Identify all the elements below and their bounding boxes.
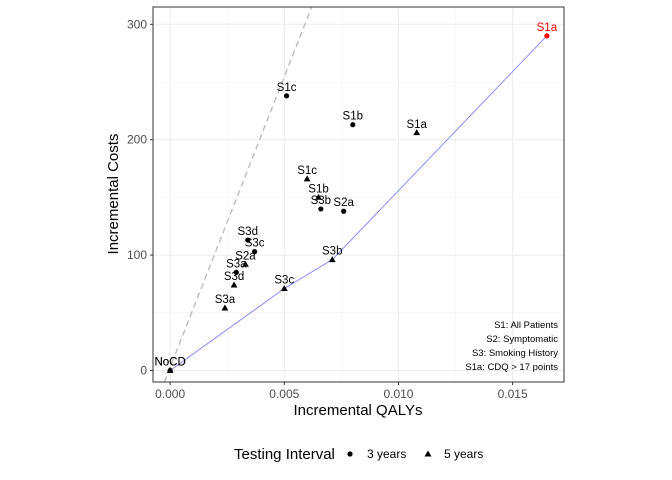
legend: Testing Interval 3 years 5 years: [234, 446, 483, 463]
legend-title: Testing Interval: [234, 446, 335, 463]
label-point-5y-s1c: S1c: [297, 165, 317, 177]
x-axis-ticks: 0.000 0.005 0.010 0.015: [155, 382, 528, 401]
annotation-line: S3: Smoking History: [472, 348, 558, 359]
point-3y-s3c: [252, 249, 258, 255]
label-point-3y-s1b: S1b: [343, 111, 363, 123]
plot-panel: [152, 6, 565, 383]
legend-label-5-years: 5 years: [444, 447, 483, 461]
y-axis-title: Incremental Costs: [105, 134, 122, 255]
frontier-line: [169, 35, 548, 371]
annotation-line: S1a: CDQ > 17 points: [465, 362, 558, 373]
label-point-3y-s1a: S1a: [537, 22, 558, 34]
annotation-box: S1: All Patients S2: Symptomatic S3: Smoki…: [465, 320, 558, 373]
threshold-line: [163, 6, 313, 383]
point-labels: NoCDS1cS1bS2aS3bS3dS3cS3aS1aNoCDS1aS1cS1…: [154, 22, 557, 369]
y-tick-label: 200: [127, 133, 147, 147]
point-5y-s1c: [303, 175, 311, 182]
point-3y-s1b: [350, 122, 356, 128]
label-point-3y-s3d: S3d: [238, 226, 258, 238]
point-3y-s3a: [233, 269, 239, 275]
legend-key-5-years: [424, 450, 432, 457]
grid-minor: [153, 7, 564, 382]
data-points: [166, 33, 550, 374]
point-3y-s3b: [318, 206, 324, 212]
label-point-3y-s2a: S2a: [333, 197, 354, 209]
legend-key-3-years: [347, 451, 353, 457]
label-point-5y-s3c: S3c: [274, 275, 294, 287]
label-point-5y-s2a: S2a: [235, 250, 256, 262]
label-point-3y-nocd: NoCD: [154, 356, 185, 368]
point-5y-s3a: [221, 304, 229, 311]
label-point-5y-s3a: S3a: [215, 294, 236, 306]
point-5y-s3c: [280, 284, 288, 291]
label-point-5y-s3b: S3b: [322, 246, 342, 258]
x-tick-label: 0.005: [269, 387, 299, 401]
point-5y-s1a: [413, 129, 421, 136]
y-tick-label: 300: [127, 17, 147, 31]
point-5y-s3b: [328, 256, 336, 263]
threshold-dashed-line: [163, 6, 313, 383]
label-point-5y-s3d: S3d: [224, 271, 244, 283]
legend-label-3-years: 3 years: [367, 447, 406, 461]
label-point-3y-s1c: S1c: [277, 82, 297, 94]
efficiency-frontier: [169, 35, 548, 371]
y-tick-label: 100: [127, 248, 147, 262]
label-point-5y-s1a: S1a: [406, 119, 427, 131]
point-3y-s1a: [544, 33, 550, 39]
grid-major: [153, 7, 564, 382]
label-point-5y-nocd: NoCD: [154, 356, 185, 368]
x-axis-title: Incremental QALYs: [294, 402, 423, 419]
label-point-3y-s3c: S3c: [245, 238, 265, 250]
y-tick-label: 0: [140, 363, 147, 377]
annotation-line: S1: All Patients: [494, 320, 558, 331]
point-3y-s2a: [341, 208, 347, 214]
point-3y-s3d: [245, 237, 251, 243]
point-5y-s3d: [230, 281, 238, 288]
x-tick-label: 0.000: [155, 387, 185, 401]
point-5y-nocd: [166, 366, 174, 373]
plot-border: [152, 6, 565, 383]
x-tick-label: 0.015: [498, 387, 528, 401]
label-point-5y-s1b: S1b: [308, 183, 328, 195]
point-5y-s1b: [315, 193, 322, 200]
annotation-line: S2: Symptomatic: [486, 334, 558, 345]
x-tick-label: 0.010: [383, 387, 413, 401]
label-point-3y-s3a: S3a: [226, 258, 247, 270]
point-3y-s1c: [283, 93, 290, 99]
y-axis-ticks: 0 100 200 300: [127, 17, 153, 377]
point-5y-s2a: [242, 260, 249, 267]
label-point-3y-s3b: S3b: [311, 195, 331, 207]
